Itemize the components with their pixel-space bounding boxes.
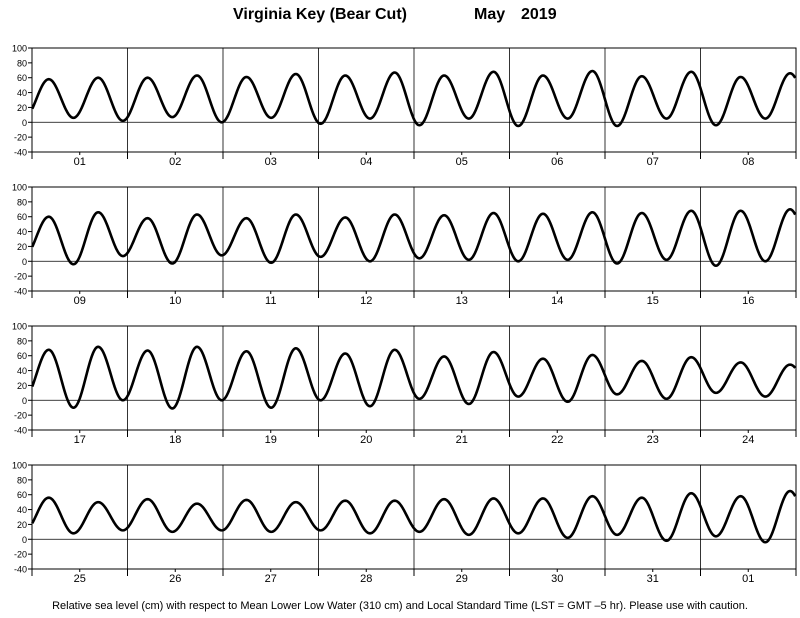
day-label: 21	[456, 434, 468, 446]
day-label: 15	[647, 295, 659, 307]
y-tick-label: -40	[14, 148, 27, 158]
day-label: 09	[74, 295, 86, 307]
day-label: 23	[647, 434, 659, 446]
y-tick-label: 80	[17, 336, 27, 346]
y-tick-label: 40	[17, 88, 27, 98]
y-tick-label: 80	[17, 197, 27, 207]
y-tick-label: 80	[17, 58, 27, 68]
y-tick-label: 20	[17, 520, 27, 530]
y-tick-label: 0	[22, 118, 27, 128]
chart-footnote: Relative sea level (cm) with respect to …	[52, 600, 748, 612]
y-tick-label: -20	[14, 550, 27, 560]
y-tick-label: 100	[12, 322, 27, 332]
y-tick-label: -20	[14, 411, 27, 421]
day-label: 05	[456, 156, 468, 168]
y-tick-label: 0	[22, 257, 27, 267]
panel-1-tide-curve	[31, 69, 797, 128]
day-label: 10	[169, 295, 181, 307]
y-tick-label: 20	[17, 242, 27, 252]
y-tick-label: 60	[17, 351, 27, 361]
y-tick-label: -40	[14, 565, 27, 575]
y-tick-label: 60	[17, 490, 27, 500]
day-label: 22	[551, 434, 563, 446]
day-label: 13	[456, 295, 468, 307]
y-tick-label: 20	[17, 103, 27, 113]
y-tick-label: 0	[22, 535, 27, 545]
day-label: 07	[647, 156, 659, 168]
day-label: 01	[74, 156, 86, 168]
day-label: 03	[265, 156, 277, 168]
day-label: 26	[169, 573, 181, 585]
day-label: 16	[742, 295, 754, 307]
day-label: 18	[169, 434, 181, 446]
y-tick-label: -20	[14, 272, 27, 282]
day-label: 06	[551, 156, 563, 168]
day-label: 31	[647, 573, 659, 585]
y-tick-label: 40	[17, 366, 27, 376]
day-label: 19	[265, 434, 277, 446]
day-label: 30	[551, 573, 563, 585]
y-tick-label: 60	[17, 212, 27, 222]
chart-title-month: May	[474, 6, 506, 23]
day-label: 24	[742, 434, 754, 446]
y-tick-label: 100	[12, 44, 27, 54]
y-tick-label: 40	[17, 227, 27, 237]
day-label: 28	[360, 573, 372, 585]
day-label: 27	[265, 573, 277, 585]
y-tick-label: 100	[12, 183, 27, 193]
panel-2-tide-curve	[31, 207, 797, 268]
day-label: 04	[360, 156, 372, 168]
day-label: 20	[360, 434, 372, 446]
chart-header: Virginia Key (Bear Cut) May 2019	[0, 6, 800, 28]
y-tick-label: 20	[17, 381, 27, 391]
y-tick-label: 60	[17, 73, 27, 83]
day-label: 11	[265, 295, 276, 307]
day-label: 01	[742, 573, 754, 585]
y-tick-label: -40	[14, 426, 27, 436]
y-tick-label: 40	[17, 505, 27, 515]
panel-4-tide-curve	[31, 489, 797, 544]
day-label: 17	[74, 434, 86, 446]
y-tick-label: 80	[17, 475, 27, 485]
day-label: 29	[456, 573, 468, 585]
y-tick-label: -20	[14, 133, 27, 143]
day-label: 12	[360, 295, 372, 307]
y-tick-label: -40	[14, 287, 27, 297]
day-label: 14	[551, 295, 563, 307]
chart-title-station: Virginia Key (Bear Cut)	[233, 6, 407, 23]
panel-3-tide-curve	[31, 345, 797, 410]
day-label: 08	[742, 156, 754, 168]
chart-title-year: 2019	[521, 6, 557, 23]
y-tick-label: 0	[22, 396, 27, 406]
day-label: 25	[74, 573, 86, 585]
day-label: 02	[169, 156, 181, 168]
y-tick-label: 100	[12, 461, 27, 471]
